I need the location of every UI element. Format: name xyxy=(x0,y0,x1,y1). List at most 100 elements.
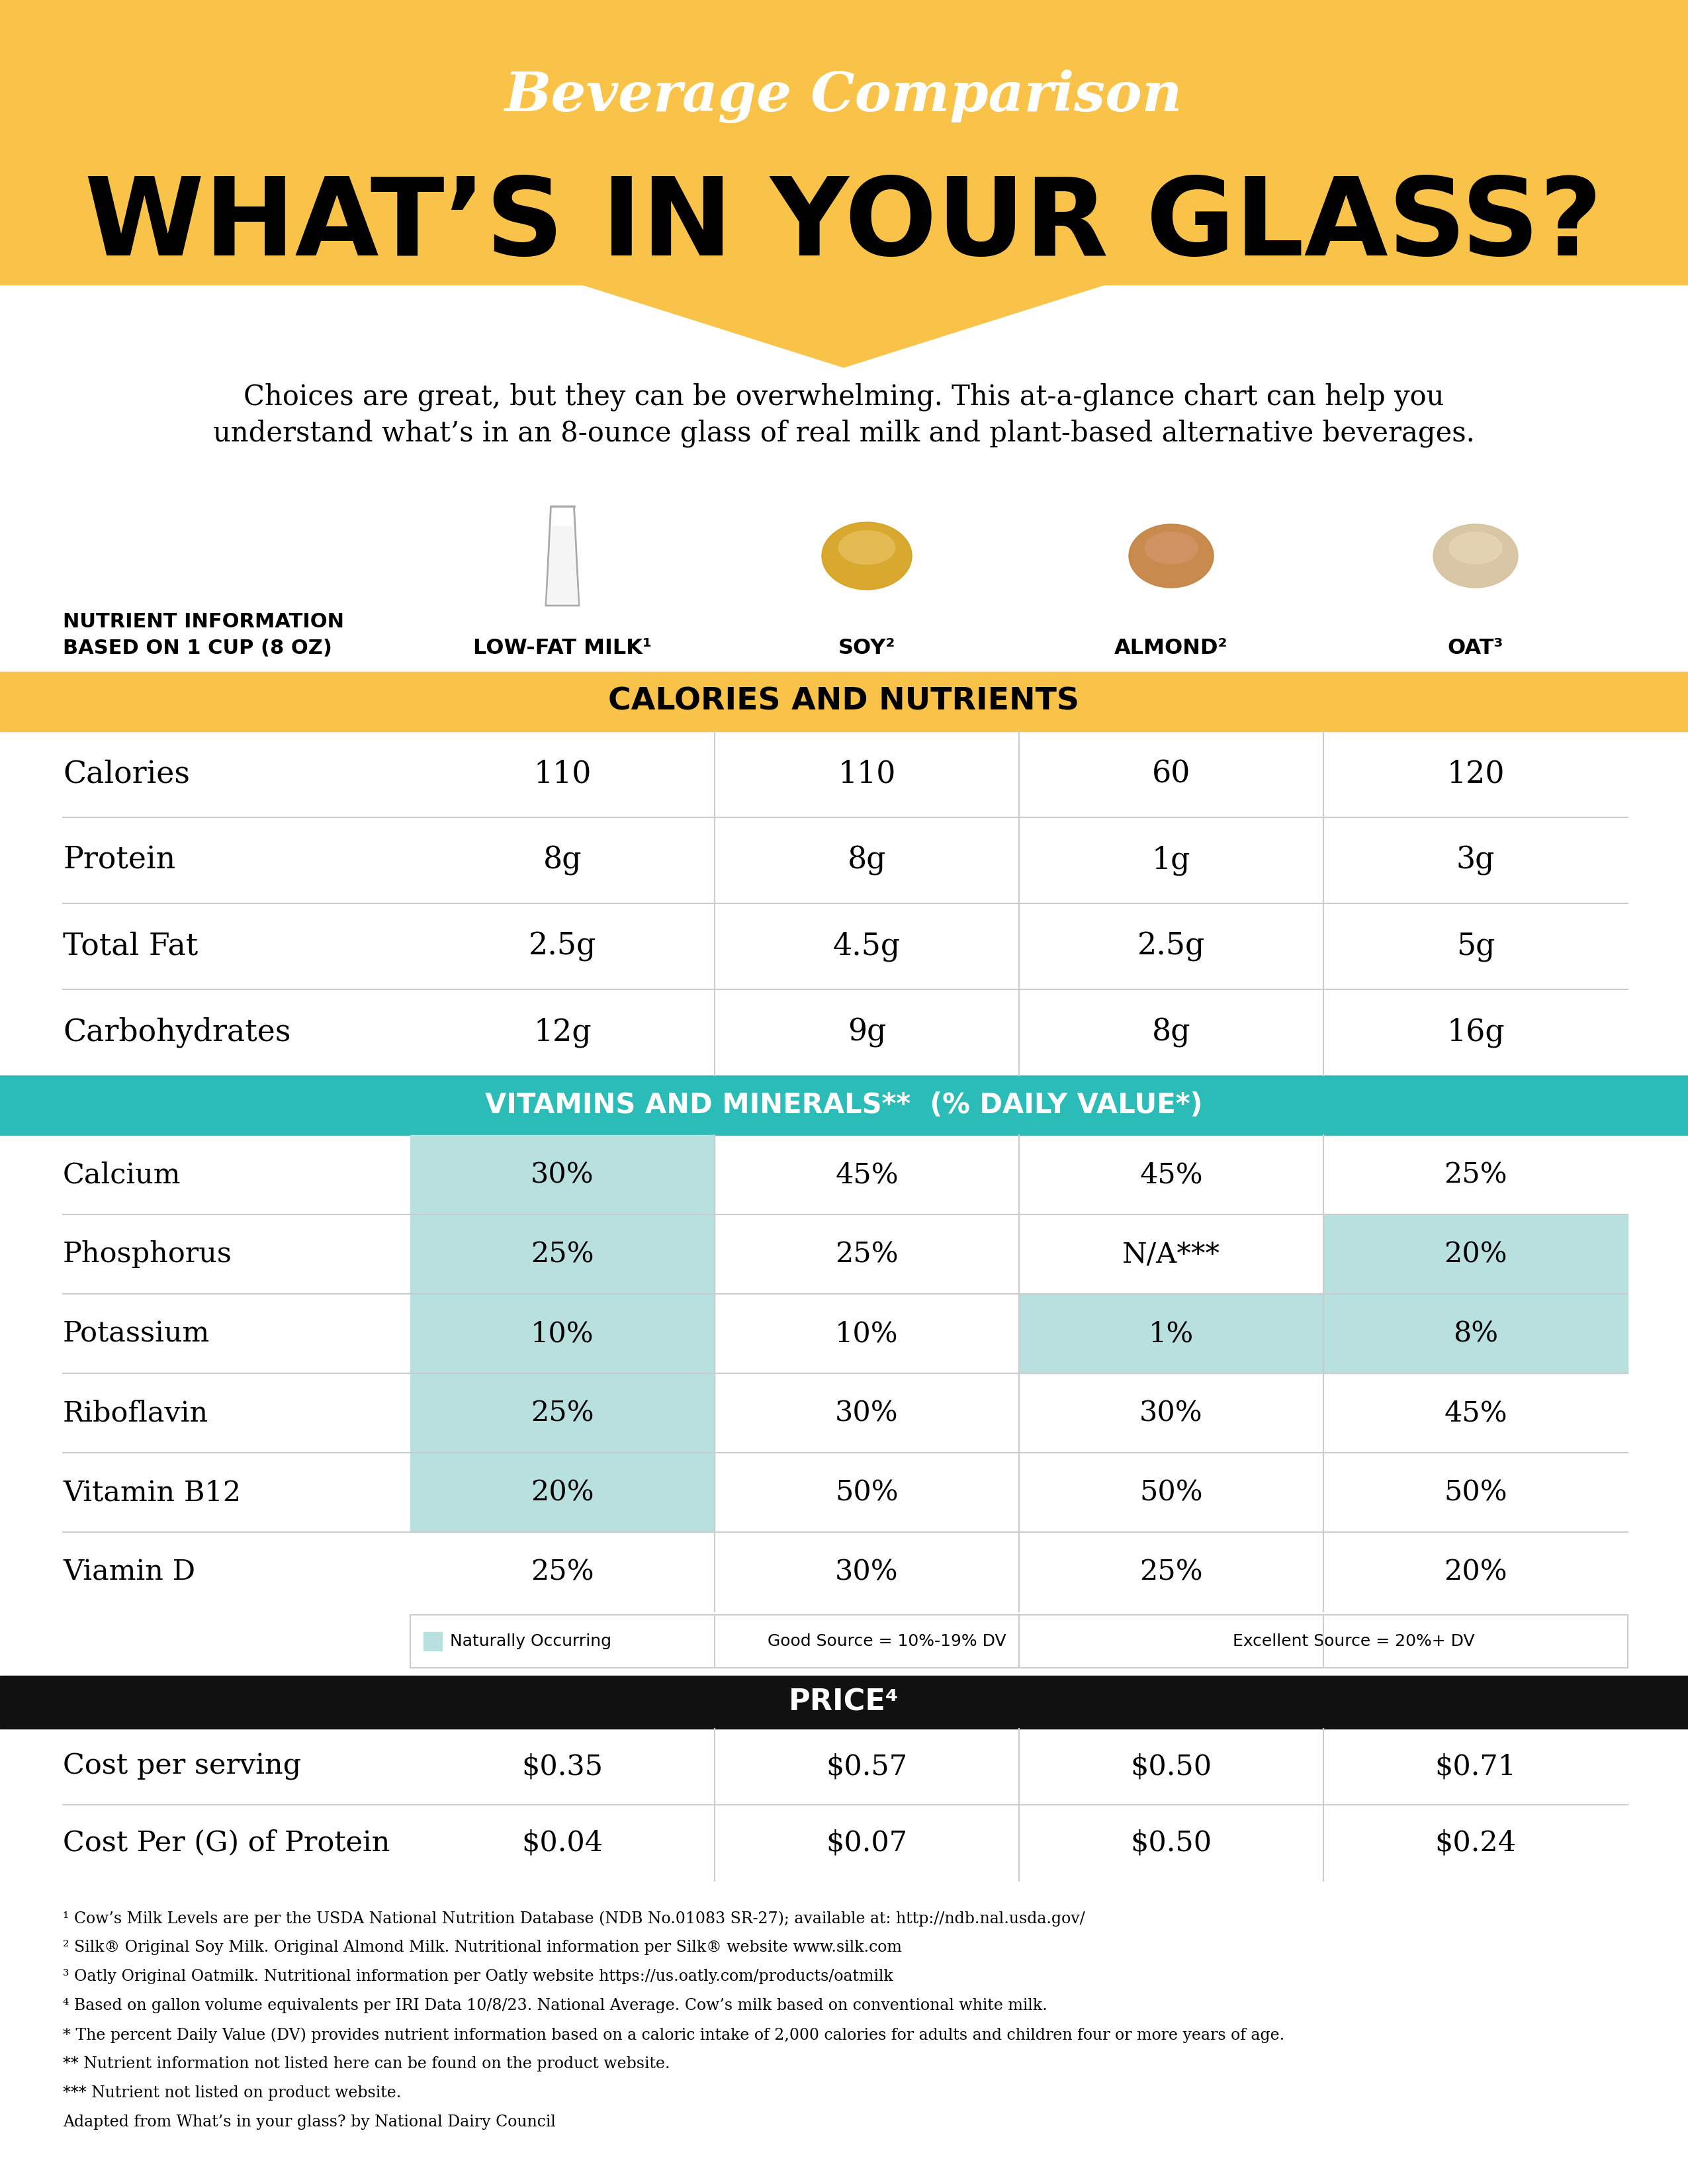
Text: N/A***: N/A*** xyxy=(1123,1241,1220,1269)
Text: 10%: 10% xyxy=(530,1319,594,1348)
Text: Calcium: Calcium xyxy=(62,1162,181,1188)
Text: 45%: 45% xyxy=(836,1162,898,1188)
Text: SOY²: SOY² xyxy=(839,638,895,660)
Text: understand what’s in an 8-ounce glass of real milk and plant-based alternative b: understand what’s in an 8-ounce glass of… xyxy=(213,419,1475,448)
Text: 5g: 5g xyxy=(1457,930,1496,961)
Text: Cost per serving: Cost per serving xyxy=(62,1754,300,1780)
Text: 120: 120 xyxy=(1447,760,1504,788)
Text: 2.5g: 2.5g xyxy=(1138,930,1205,961)
Text: WHAT’S IN YOUR GLASS?: WHAT’S IN YOUR GLASS? xyxy=(84,173,1602,277)
Text: ¹ Cow’s Milk Levels are per the USDA National Nutrition Database (NDB No.01083 S: ¹ Cow’s Milk Levels are per the USDA Nat… xyxy=(62,1911,1085,1926)
Text: 30%: 30% xyxy=(836,1557,898,1586)
Text: 110: 110 xyxy=(533,760,591,788)
Text: 50%: 50% xyxy=(1443,1479,1507,1507)
Bar xyxy=(410,1136,714,1214)
Text: 8g: 8g xyxy=(847,845,886,876)
Bar xyxy=(1323,1293,1627,1374)
Text: ⁴ Based on gallon volume equivalents per IRI Data 10/8/23. National Average. Cow: ⁴ Based on gallon volume equivalents per… xyxy=(62,1998,1047,2014)
Text: BASED ON 1 CUP (8 OZ): BASED ON 1 CUP (8 OZ) xyxy=(62,640,333,657)
Text: PRICE⁴: PRICE⁴ xyxy=(788,1688,898,1717)
Text: 8%: 8% xyxy=(1453,1319,1499,1348)
Text: 2.5g: 2.5g xyxy=(528,930,596,961)
Text: $0.50: $0.50 xyxy=(1131,1754,1212,1780)
Text: CALORIES AND NUTRIENTS: CALORIES AND NUTRIENTS xyxy=(608,686,1079,716)
Text: $0.04: $0.04 xyxy=(522,1828,603,1856)
Text: ALMOND²: ALMOND² xyxy=(1114,638,1227,660)
Bar xyxy=(0,1075,1688,1136)
Text: ² Silk® Original Soy Milk. Original Almond Milk. Nutritional information per Sil: ² Silk® Original Soy Milk. Original Almo… xyxy=(62,1939,901,1955)
Text: ³ Oatly Original Oatmilk. Nutritional information per Oatly website https://us.o: ³ Oatly Original Oatmilk. Nutritional in… xyxy=(62,1970,893,1983)
Text: Total Fat: Total Fat xyxy=(62,930,197,961)
Text: Riboflavin: Riboflavin xyxy=(62,1400,209,1426)
Ellipse shape xyxy=(839,531,895,563)
Text: 50%: 50% xyxy=(1139,1479,1204,1507)
Text: 1%: 1% xyxy=(1148,1319,1193,1348)
Bar xyxy=(424,1631,442,1651)
Text: $0.71: $0.71 xyxy=(1435,1754,1516,1780)
Text: VITAMINS AND MINERALS**  (% DAILY VALUE*): VITAMINS AND MINERALS** (% DAILY VALUE*) xyxy=(484,1092,1202,1118)
Text: 60: 60 xyxy=(1151,760,1190,788)
Text: 30%: 30% xyxy=(836,1400,898,1426)
Text: *** Nutrient not listed on product website.: *** Nutrient not listed on product websi… xyxy=(62,2086,402,2101)
Text: 10%: 10% xyxy=(836,1319,898,1348)
Text: $0.57: $0.57 xyxy=(825,1754,908,1780)
Text: 20%: 20% xyxy=(530,1479,594,1507)
Text: Protein: Protein xyxy=(62,845,176,876)
Text: 25%: 25% xyxy=(530,1400,594,1426)
Ellipse shape xyxy=(1433,524,1518,587)
Text: Excellent Source = 20%+ DV: Excellent Source = 20%+ DV xyxy=(1232,1634,1475,1649)
Text: 25%: 25% xyxy=(530,1241,594,1269)
Text: 30%: 30% xyxy=(530,1162,594,1188)
Text: $0.07: $0.07 xyxy=(825,1828,908,1856)
Text: 16g: 16g xyxy=(1447,1018,1504,1048)
Text: 12g: 12g xyxy=(533,1018,591,1048)
Bar xyxy=(0,1675,1688,1730)
Text: 25%: 25% xyxy=(530,1557,594,1586)
Bar xyxy=(410,1452,714,1533)
Text: $0.24: $0.24 xyxy=(1435,1828,1516,1856)
Text: ** Nutrient information not listed here can be found on the product website.: ** Nutrient information not listed here … xyxy=(62,2057,670,2070)
Text: Good Source = 10%-19% DV: Good Source = 10%-19% DV xyxy=(768,1634,1006,1649)
Text: Vitamin B12: Vitamin B12 xyxy=(62,1479,241,1507)
Bar xyxy=(410,1374,714,1452)
Bar xyxy=(1020,1293,1323,1374)
Text: 50%: 50% xyxy=(836,1479,898,1507)
Text: * The percent Daily Value (DV) provides nutrient information based on a caloric : * The percent Daily Value (DV) provides … xyxy=(62,2027,1285,2042)
Text: Adapted from What’s in your glass? by National Dairy Council: Adapted from What’s in your glass? by Na… xyxy=(62,2114,555,2129)
Text: 8g: 8g xyxy=(544,845,582,876)
Bar xyxy=(410,1214,714,1293)
Text: Carbohydrates: Carbohydrates xyxy=(62,1018,290,1048)
Text: Choices are great, but they can be overwhelming. This at-a-glance chart can help: Choices are great, but they can be overw… xyxy=(243,382,1443,411)
Polygon shape xyxy=(545,507,579,605)
Bar xyxy=(0,0,1688,284)
Text: 25%: 25% xyxy=(1443,1162,1507,1188)
Text: NUTRIENT INFORMATION: NUTRIENT INFORMATION xyxy=(62,612,344,631)
Text: Beverage Comparison: Beverage Comparison xyxy=(505,70,1183,122)
Text: 25%: 25% xyxy=(836,1241,898,1269)
Bar xyxy=(1323,1214,1627,1293)
Ellipse shape xyxy=(1129,524,1214,587)
Text: 25%: 25% xyxy=(1139,1557,1204,1586)
Text: 20%: 20% xyxy=(1443,1241,1507,1269)
Text: 110: 110 xyxy=(837,760,896,788)
Ellipse shape xyxy=(822,522,912,590)
Text: Viamin D: Viamin D xyxy=(62,1557,196,1586)
Bar xyxy=(410,1293,714,1374)
Text: 30%: 30% xyxy=(1139,1400,1204,1426)
Text: 8g: 8g xyxy=(1151,1018,1190,1048)
Polygon shape xyxy=(582,284,1106,367)
Ellipse shape xyxy=(1144,533,1198,563)
Text: 20%: 20% xyxy=(1443,1557,1507,1586)
Text: LOW-FAT MILK¹: LOW-FAT MILK¹ xyxy=(473,638,652,660)
Text: 4.5g: 4.5g xyxy=(832,930,901,961)
Polygon shape xyxy=(547,526,579,603)
Text: $0.50: $0.50 xyxy=(1131,1828,1212,1856)
Text: Calories: Calories xyxy=(62,760,191,788)
Text: 9g: 9g xyxy=(847,1018,886,1048)
Text: Cost Per (G) of Protein: Cost Per (G) of Protein xyxy=(62,1828,390,1856)
Ellipse shape xyxy=(1448,533,1502,563)
Text: 1g: 1g xyxy=(1151,845,1190,876)
Text: OAT³: OAT³ xyxy=(1448,638,1504,660)
Text: 45%: 45% xyxy=(1443,1400,1507,1426)
Bar xyxy=(0,673,1688,732)
